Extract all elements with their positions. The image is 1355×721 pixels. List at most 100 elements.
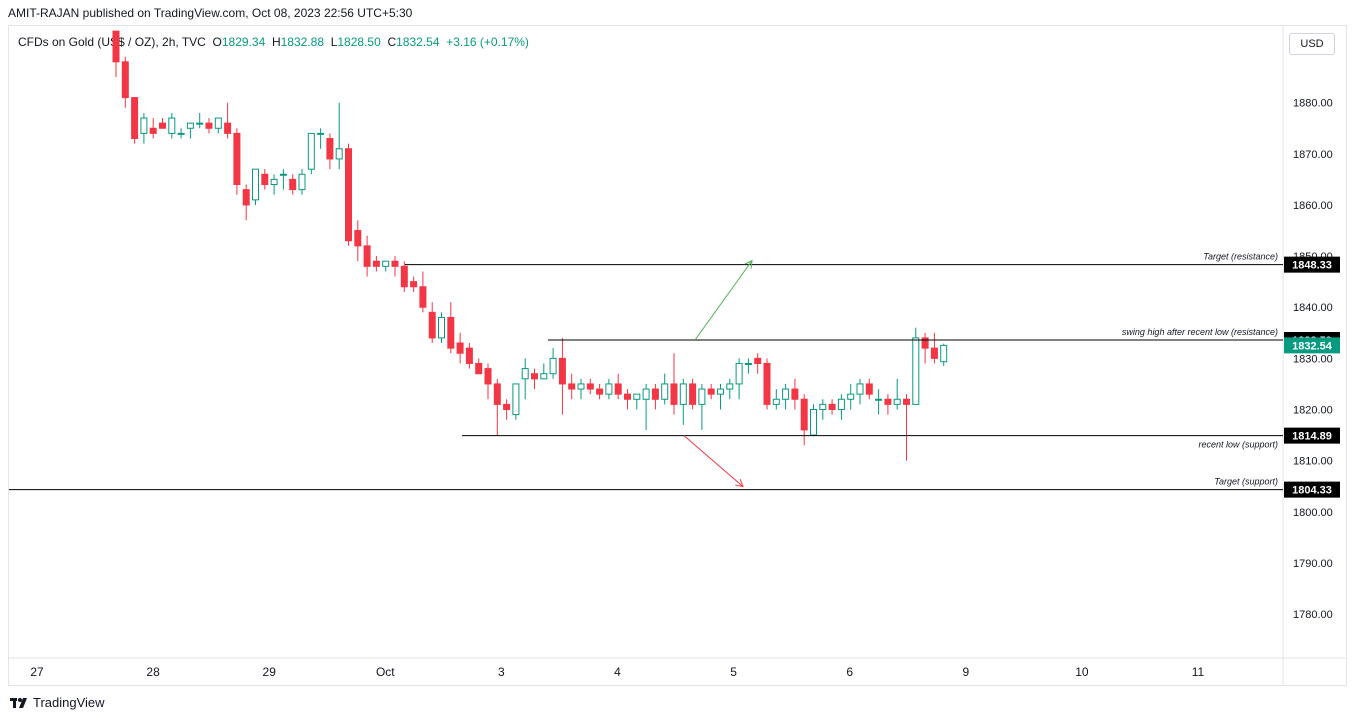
candle-body [484, 368, 492, 385]
y-tick-label: 1820.00 [1293, 404, 1333, 416]
publish-header: AMIT-RAJAN published on TradingView.com,… [8, 6, 413, 20]
candle-body [772, 398, 780, 405]
candle-body [196, 122, 204, 125]
level-price-badge [1284, 481, 1340, 498]
candle-body [912, 337, 920, 405]
candle-body [875, 398, 883, 401]
y-tick-label: 1870.00 [1293, 149, 1333, 161]
candle-body [326, 137, 334, 160]
candle-body [307, 132, 315, 170]
candle-body [140, 117, 148, 134]
symbol-legend: CFDs on Gold (US$ / OZ), 2h, TVC O1829.3… [18, 35, 529, 49]
candle-body [670, 383, 678, 405]
symbol-name: CFDs on Gold (US$ / OZ), 2h, TVC [18, 35, 206, 49]
level-annotation: Target (resistance) [1203, 252, 1278, 262]
candle-body [549, 357, 557, 375]
red-projection-arrow-head [735, 478, 744, 488]
candle-body [391, 260, 399, 267]
last-price-badge [1284, 337, 1340, 354]
candle-body [428, 311, 436, 339]
candle-body [242, 189, 250, 206]
open-label: O [212, 35, 222, 49]
currency-button[interactable]: USD [1289, 33, 1335, 55]
candle-body [382, 260, 390, 267]
open-value: 1829.34 [221, 35, 266, 49]
candle-body [400, 265, 408, 288]
x-tick-label: 5 [730, 665, 737, 679]
x-tick-label: 6 [846, 665, 853, 679]
candle-body [605, 383, 613, 395]
low-label: L [330, 35, 338, 49]
level-price-label: 1804.33 [1292, 485, 1332, 497]
close-label: C [387, 35, 397, 49]
candle-body [354, 230, 362, 247]
level-annotation: swing high after recent low (resistance) [1122, 327, 1278, 337]
tradingview-logo-icon [10, 697, 28, 709]
x-tick-label: 9 [962, 665, 969, 679]
candle-body [661, 383, 669, 400]
x-tick-label: 27 [30, 665, 44, 679]
change-value: +3.16 (+0.17%) [446, 35, 529, 49]
candle-body [465, 347, 473, 364]
candle-body [800, 398, 808, 431]
x-tick-label: 28 [146, 665, 160, 679]
candle-body [214, 117, 222, 129]
candle-body [921, 337, 929, 349]
candle-body [456, 342, 464, 354]
candle-body [317, 132, 325, 135]
footer-brand[interactable]: TradingView [10, 695, 105, 710]
candle-body [763, 362, 771, 405]
candle-body [410, 281, 418, 288]
candle-body [261, 173, 269, 186]
candle-body [698, 388, 706, 405]
level-price-badge [1284, 256, 1340, 273]
high-label: H [271, 35, 281, 49]
low-value: 1828.50 [337, 35, 381, 49]
candle-body [884, 398, 892, 405]
candle-body [224, 122, 232, 134]
candle-body [475, 362, 483, 375]
candle-body [744, 362, 752, 365]
chart-frame[interactable] [8, 25, 1347, 686]
candle-body [531, 373, 538, 380]
x-tick-label: 29 [263, 665, 277, 679]
candle-body [521, 368, 529, 380]
candle-body [438, 316, 445, 339]
candle-body [856, 383, 864, 395]
candle-body [205, 122, 213, 129]
candle-body [512, 383, 520, 416]
candle-body [149, 127, 157, 134]
candle-body [289, 178, 297, 191]
candle-body [112, 30, 120, 63]
candle-body [586, 383, 594, 390]
candle-body [624, 393, 631, 400]
candle-body [893, 398, 901, 405]
level-price-label: 1848.33 [1292, 260, 1332, 272]
level-annotation: recent low (support) [1198, 440, 1278, 450]
candle-body [159, 122, 166, 129]
candle-body [419, 286, 427, 308]
candle-body [503, 403, 511, 410]
candle-body [717, 388, 724, 395]
candle-body [847, 393, 855, 400]
candle-body [596, 388, 604, 395]
candle-body [940, 344, 948, 363]
green-projection-arrow-head [744, 259, 753, 269]
candle-body [121, 61, 129, 99]
red-projection-arrow [683, 435, 744, 487]
close-value: 1832.54 [396, 35, 440, 49]
candle-body [689, 383, 697, 405]
level-price-badge [1284, 427, 1340, 444]
candle-body [828, 403, 836, 410]
candle-body [335, 148, 343, 160]
candle-body [186, 122, 194, 129]
candle-body [614, 383, 622, 395]
level-price-label: 1814.89 [1292, 431, 1332, 443]
candle-body [735, 362, 743, 385]
x-tick-label: 11 [1192, 665, 1205, 679]
level-annotation: Target (support) [1214, 477, 1278, 487]
y-tick-label: 1840.00 [1293, 302, 1333, 314]
candle-body [837, 398, 845, 410]
y-tick-label: 1790.00 [1293, 558, 1333, 570]
